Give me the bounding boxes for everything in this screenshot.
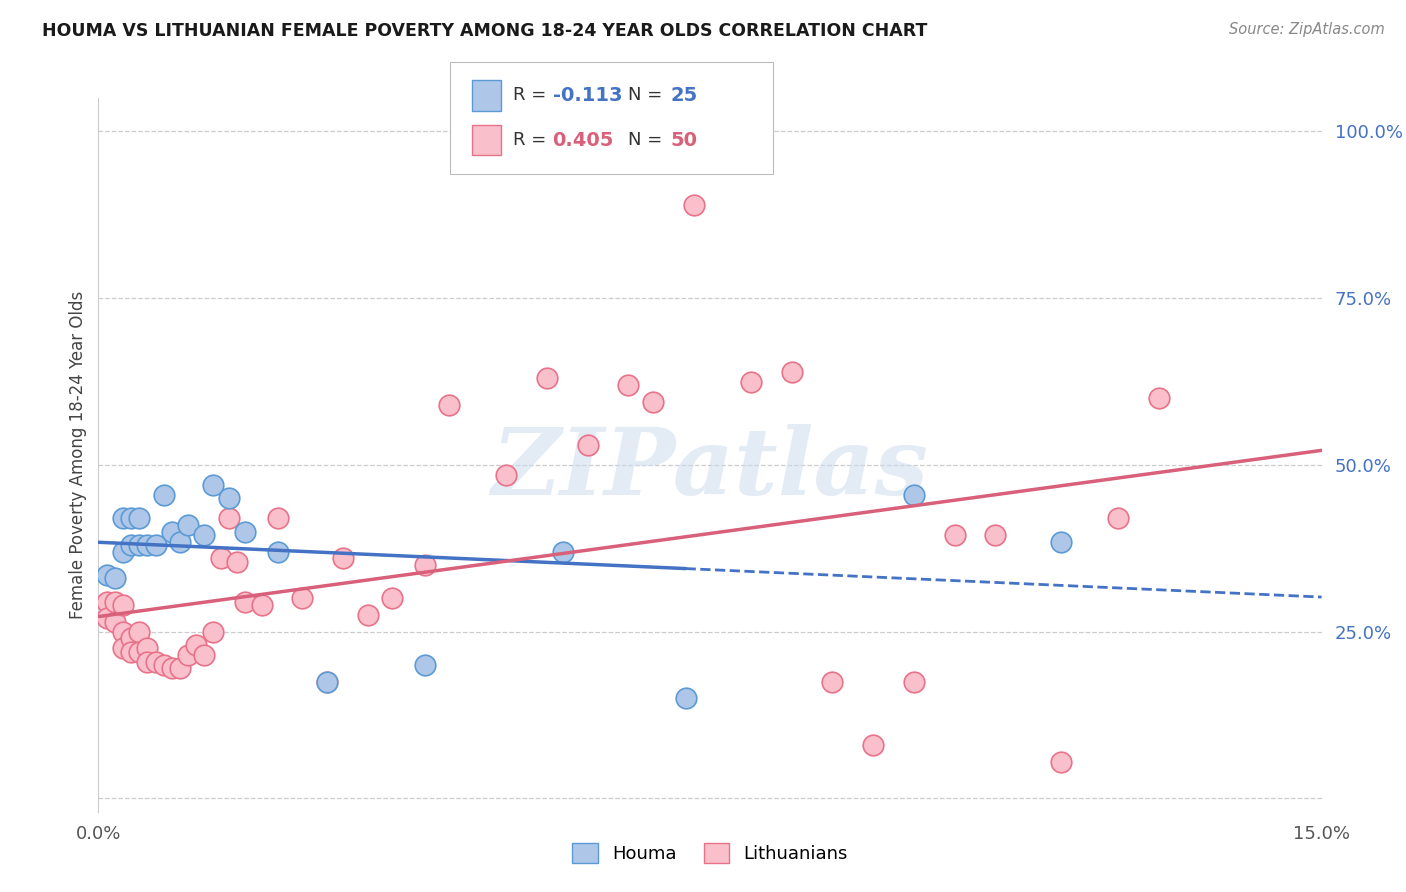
Lithuanians <box>136 641 159 656</box>
Lithuanians <box>128 645 150 659</box>
Houma <box>201 478 224 492</box>
Lithuanians <box>111 598 134 612</box>
Lithuanians <box>177 648 200 662</box>
Houma <box>1049 534 1071 549</box>
Lithuanians <box>186 638 208 652</box>
Lithuanians <box>128 624 150 639</box>
Text: Source: ZipAtlas.com: Source: ZipAtlas.com <box>1229 22 1385 37</box>
Lithuanians <box>169 661 191 675</box>
Lithuanians <box>226 555 249 569</box>
Lithuanians <box>536 371 558 385</box>
Houma <box>128 511 150 525</box>
Lithuanians <box>437 398 460 412</box>
Lithuanians <box>315 674 337 689</box>
Text: 25: 25 <box>671 86 697 105</box>
Lithuanians <box>1107 511 1129 525</box>
Houma <box>96 568 118 582</box>
Lithuanians <box>104 594 127 608</box>
Text: 50: 50 <box>671 130 697 150</box>
Lithuanians <box>193 648 215 662</box>
Text: R =: R = <box>513 87 553 104</box>
Lithuanians <box>984 528 1007 542</box>
Text: HOUMA VS LITHUANIAN FEMALE POVERTY AMONG 18-24 YEAR OLDS CORRELATION CHART: HOUMA VS LITHUANIAN FEMALE POVERTY AMONG… <box>42 22 928 40</box>
Lithuanians <box>218 511 240 525</box>
Houma <box>315 674 337 689</box>
Houma <box>553 544 575 558</box>
Lithuanians <box>682 198 704 212</box>
Lithuanians <box>381 591 404 606</box>
Text: ZIPatlas: ZIPatlas <box>492 425 928 514</box>
Lithuanians <box>152 658 174 673</box>
Houma <box>267 544 290 558</box>
Lithuanians <box>111 641 134 656</box>
Lithuanians <box>332 551 354 566</box>
Houma <box>136 538 159 552</box>
Lithuanians <box>1147 391 1170 405</box>
Houma <box>903 488 925 502</box>
Houma <box>120 511 142 525</box>
Houma <box>120 538 142 552</box>
Lithuanians <box>413 558 436 572</box>
Lithuanians <box>136 655 159 669</box>
Lithuanians <box>209 551 232 566</box>
Lithuanians <box>96 594 118 608</box>
Y-axis label: Female Poverty Among 18-24 Year Olds: Female Poverty Among 18-24 Year Olds <box>69 291 87 619</box>
Lithuanians <box>250 598 273 612</box>
Text: 0.405: 0.405 <box>553 130 614 150</box>
Lithuanians <box>780 365 803 379</box>
Houma <box>675 691 697 706</box>
Houma <box>152 488 174 502</box>
Houma <box>104 571 127 585</box>
Houma <box>160 524 183 539</box>
Lithuanians <box>943 528 966 542</box>
Text: N =: N = <box>628 131 668 149</box>
Lithuanians <box>160 661 183 675</box>
Lithuanians <box>291 591 314 606</box>
Houma <box>413 658 436 673</box>
Text: R =: R = <box>513 131 553 149</box>
Houma <box>145 538 167 552</box>
Houma <box>177 518 200 533</box>
Text: -0.113: -0.113 <box>553 86 621 105</box>
Lithuanians <box>120 632 142 646</box>
Houma <box>169 534 191 549</box>
Lithuanians <box>576 438 599 452</box>
Lithuanians <box>201 624 224 639</box>
Lithuanians <box>862 738 884 752</box>
Houma <box>218 491 240 506</box>
Lithuanians <box>356 607 378 622</box>
Lithuanians <box>104 615 127 629</box>
Houma <box>128 538 150 552</box>
Houma <box>111 511 134 525</box>
Lithuanians <box>740 375 762 389</box>
Houma <box>193 528 215 542</box>
Lithuanians <box>96 611 118 625</box>
Houma <box>111 544 134 558</box>
Lithuanians <box>1049 755 1071 769</box>
Houma <box>233 524 256 539</box>
Lithuanians <box>111 624 134 639</box>
Legend: Houma, Lithuanians: Houma, Lithuanians <box>565 836 855 871</box>
Lithuanians <box>233 594 256 608</box>
Text: N =: N = <box>628 87 668 104</box>
Lithuanians <box>821 674 844 689</box>
Lithuanians <box>617 377 640 392</box>
Lithuanians <box>641 394 664 409</box>
Lithuanians <box>145 655 167 669</box>
Lithuanians <box>120 645 142 659</box>
Lithuanians <box>903 674 925 689</box>
Lithuanians <box>267 511 290 525</box>
Lithuanians <box>495 467 517 482</box>
